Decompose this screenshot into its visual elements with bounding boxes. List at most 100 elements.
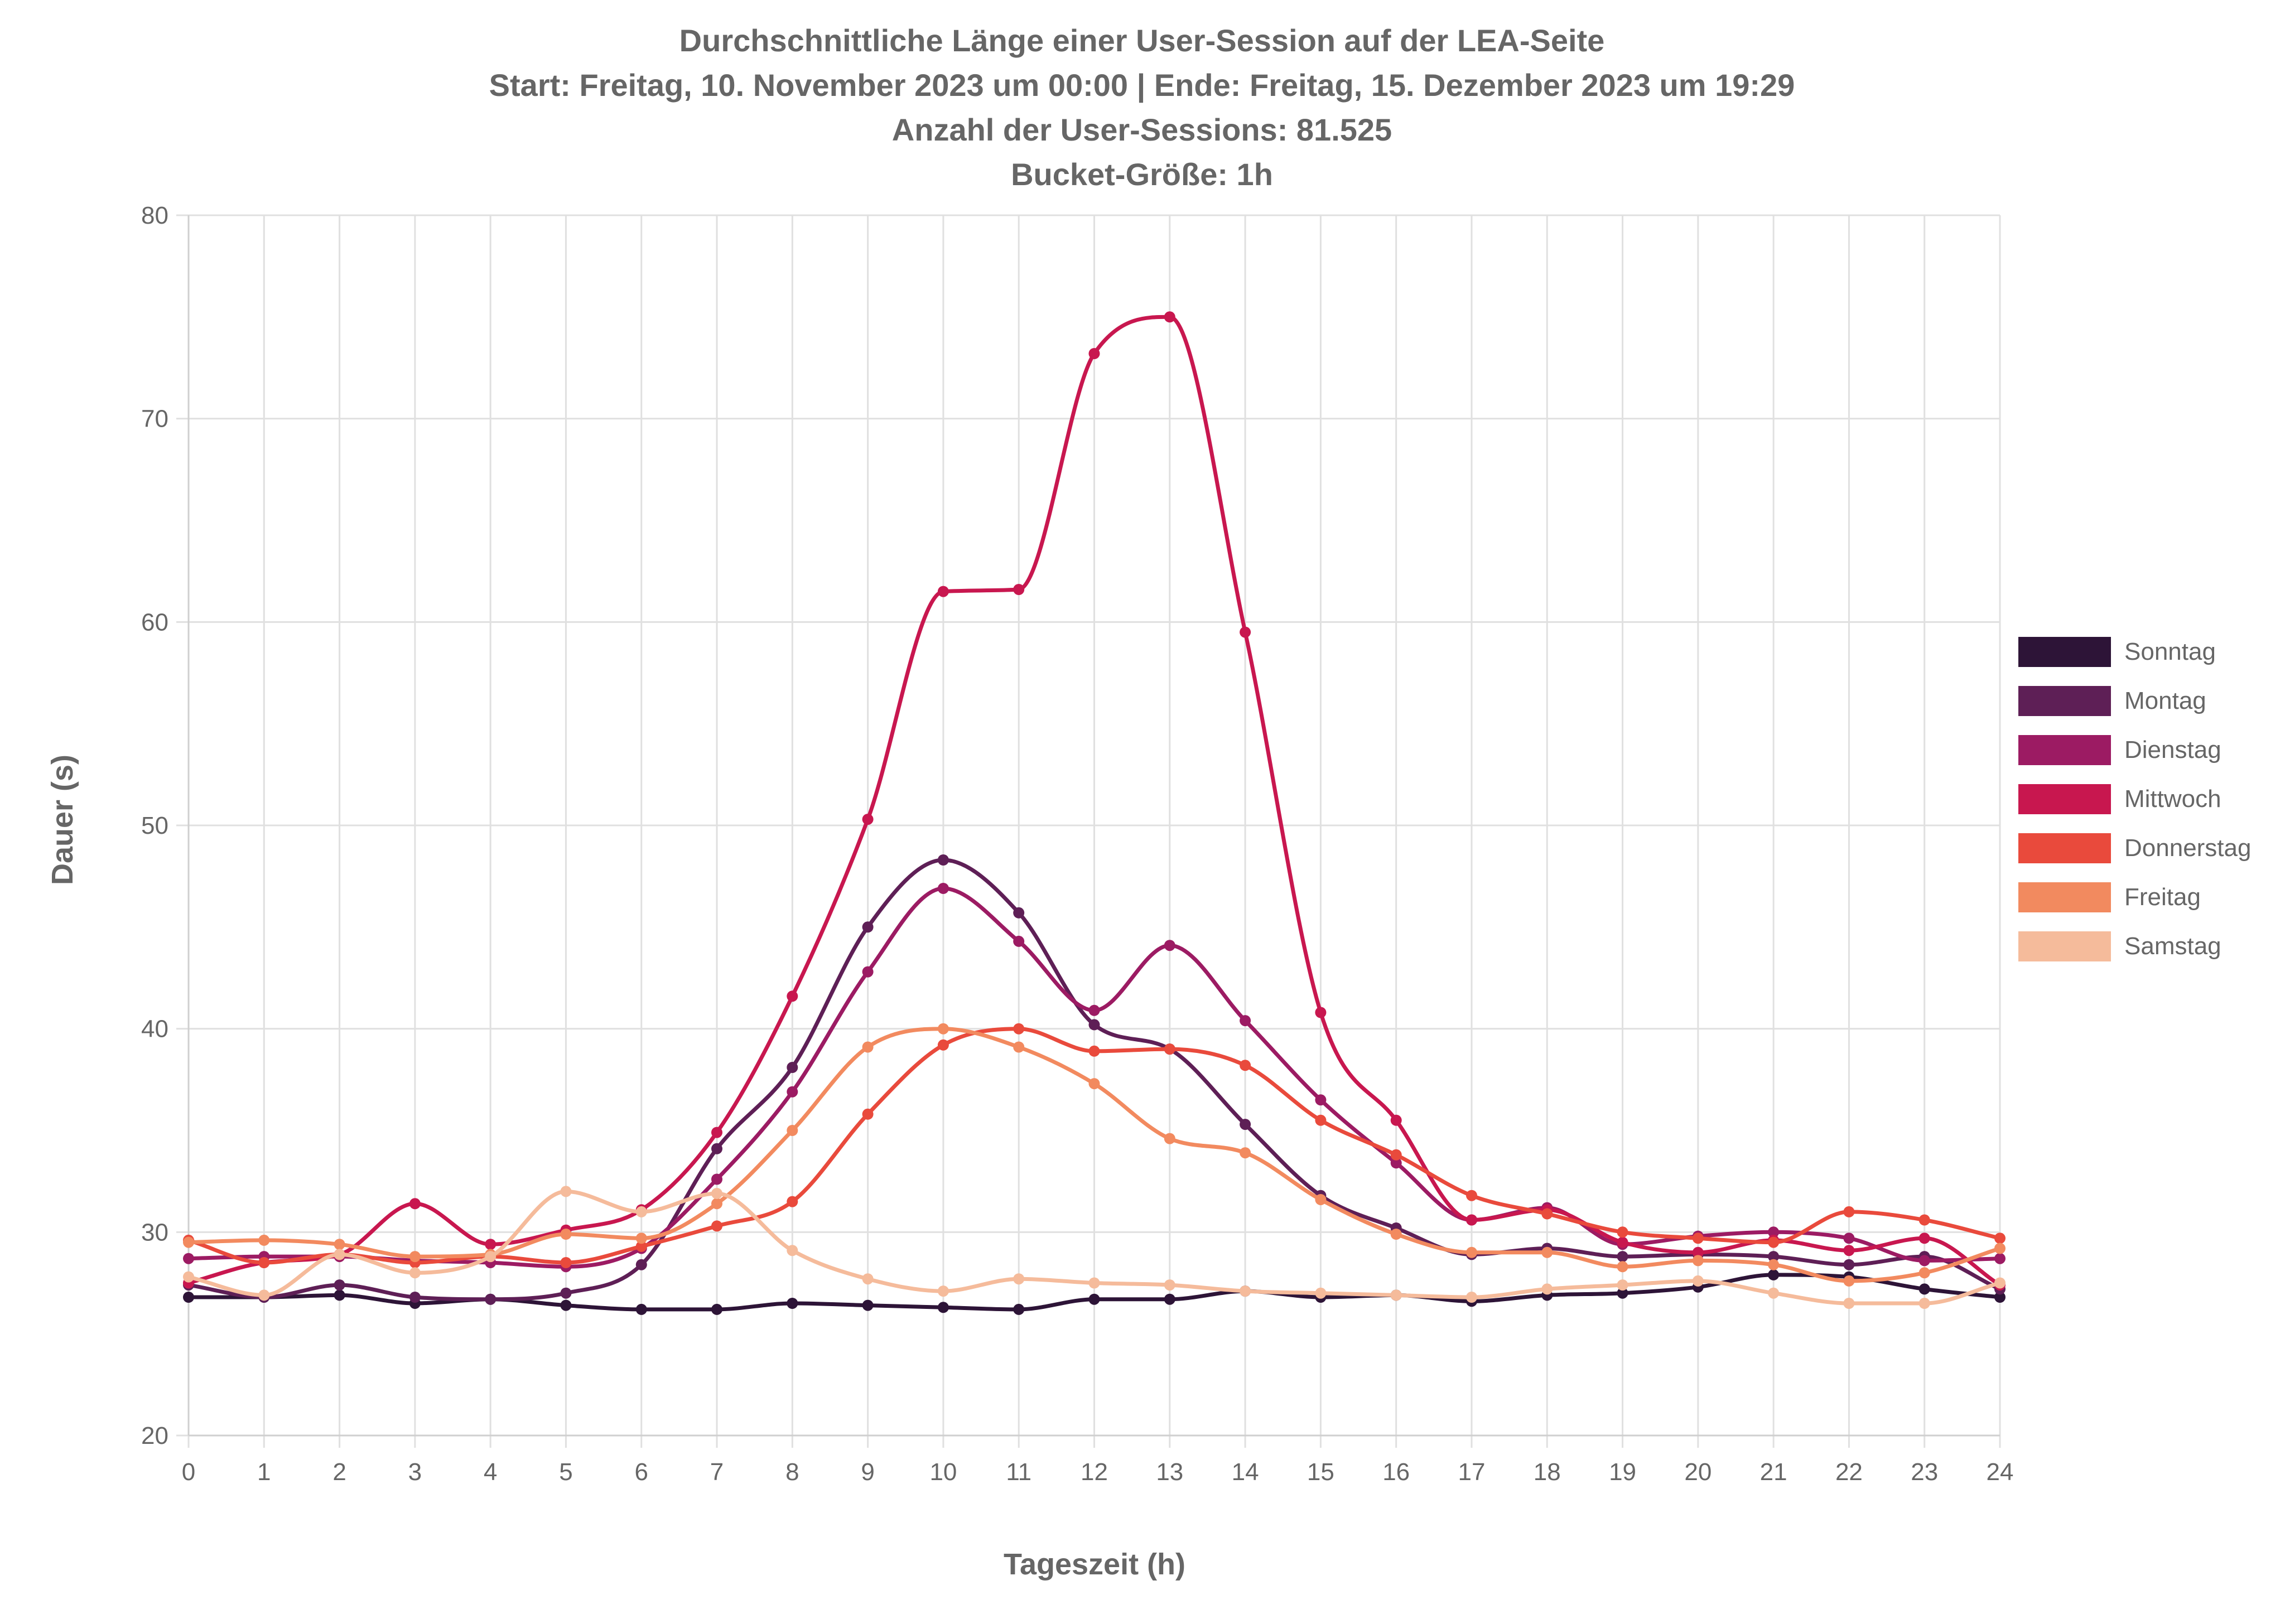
data-point-dienstag[interactable] [937,883,949,894]
data-point-samstag[interactable] [635,1206,647,1217]
data-point-montag[interactable] [711,1143,722,1154]
data-point-samstag[interactable] [1768,1287,1780,1299]
data-point-montag[interactable] [937,854,949,866]
data-point-donnerstag[interactable] [1541,1208,1553,1220]
data-point-montag[interactable] [1088,1019,1100,1031]
data-point-montag[interactable] [1843,1259,1855,1270]
data-point-freitag[interactable] [560,1229,572,1240]
data-point-samstag[interactable] [1918,1298,1930,1309]
data-point-dienstag[interactable] [1994,1253,2006,1264]
data-point-freitag[interactable] [1088,1078,1100,1090]
data-point-mittwoch[interactable] [1466,1214,1477,1226]
data-point-dienstag[interactable] [862,966,874,978]
data-point-dienstag[interactable] [787,1086,798,1098]
data-point-mittwoch[interactable] [1918,1232,1930,1244]
data-point-sonntag[interactable] [1994,1292,2006,1303]
data-point-sonntag[interactable] [1918,1283,1930,1295]
data-point-mittwoch[interactable] [862,814,874,825]
data-point-montag[interactable] [560,1287,572,1299]
data-point-mittwoch[interactable] [1088,348,1100,359]
legend-item-sonntag[interactable]: Sonntag [2018,637,2216,667]
data-point-freitag[interactable] [1994,1243,2006,1254]
data-point-sonntag[interactable] [787,1298,798,1309]
data-point-montag[interactable] [1768,1251,1780,1263]
data-point-donnerstag[interactable] [787,1196,798,1207]
data-point-freitag[interactable] [635,1232,647,1244]
data-point-samstag[interactable] [1315,1287,1327,1299]
data-point-freitag[interactable] [1918,1267,1930,1279]
data-point-donnerstag[interactable] [1768,1236,1780,1248]
legend-item-samstag[interactable]: Samstag [2018,931,2221,961]
data-point-mittwoch[interactable] [1240,626,1251,638]
data-point-freitag[interactable] [937,1023,949,1035]
data-point-freitag[interactable] [1390,1229,1402,1240]
legend-item-freitag[interactable]: Freitag [2018,882,2201,912]
data-point-freitag[interactable] [787,1125,798,1136]
data-point-donnerstag[interactable] [1088,1045,1100,1057]
data-point-freitag[interactable] [1541,1246,1553,1258]
data-point-samstag[interactable] [1692,1275,1704,1287]
data-point-freitag[interactable] [1768,1259,1780,1270]
legend-item-dienstag[interactable]: Dienstag [2018,735,2221,765]
data-point-samstag[interactable] [1541,1283,1553,1295]
data-point-montag[interactable] [409,1292,421,1303]
data-point-donnerstag[interactable] [1692,1232,1704,1244]
data-point-dienstag[interactable] [1240,1015,1251,1027]
legend-item-donnerstag[interactable]: Donnerstag [2018,833,2251,863]
data-point-samstag[interactable] [1164,1279,1175,1291]
legend-item-mittwoch[interactable]: Mittwoch [2018,784,2221,814]
data-point-samstag[interactable] [1466,1292,1477,1303]
data-point-montag[interactable] [485,1293,496,1305]
data-point-freitag[interactable] [1013,1041,1025,1053]
data-point-freitag[interactable] [711,1198,722,1210]
data-point-samstag[interactable] [711,1188,722,1199]
data-point-dienstag[interactable] [1164,940,1175,951]
data-point-donnerstag[interactable] [560,1257,572,1268]
data-point-dienstag[interactable] [183,1253,194,1264]
data-point-samstag[interactable] [1013,1273,1025,1285]
data-point-donnerstag[interactable] [258,1257,270,1268]
data-point-donnerstag[interactable] [1843,1206,1855,1217]
data-point-donnerstag[interactable] [1617,1226,1628,1238]
data-point-samstag[interactable] [937,1285,949,1297]
data-point-donnerstag[interactable] [1013,1023,1025,1035]
data-point-mittwoch[interactable] [1315,1007,1327,1018]
data-point-samstag[interactable] [560,1186,572,1197]
data-point-donnerstag[interactable] [1994,1232,2006,1244]
data-point-sonntag[interactable] [334,1289,345,1301]
data-point-sonntag[interactable] [1768,1269,1780,1280]
data-point-samstag[interactable] [1240,1285,1251,1297]
data-point-samstag[interactable] [787,1245,798,1256]
data-point-dienstag[interactable] [1918,1255,1930,1267]
data-point-mittwoch[interactable] [485,1239,496,1250]
data-point-dienstag[interactable] [1843,1232,1855,1244]
legend-item-montag[interactable]: Montag [2018,686,2206,716]
data-point-samstag[interactable] [183,1271,194,1283]
data-point-montag[interactable] [787,1062,798,1073]
data-point-montag[interactable] [1013,907,1025,919]
data-point-freitag[interactable] [334,1239,345,1250]
data-point-freitag[interactable] [1164,1133,1175,1144]
data-point-donnerstag[interactable] [937,1039,949,1051]
data-point-sonntag[interactable] [1088,1293,1100,1305]
data-point-freitag[interactable] [258,1234,270,1246]
data-point-donnerstag[interactable] [1315,1114,1327,1126]
data-point-mittwoch[interactable] [409,1198,421,1210]
data-point-sonntag[interactable] [560,1299,572,1311]
data-point-samstag[interactable] [862,1273,874,1285]
data-point-sonntag[interactable] [862,1299,874,1311]
data-point-mittwoch[interactable] [1692,1246,1704,1258]
data-point-donnerstag[interactable] [1918,1214,1930,1226]
data-point-mittwoch[interactable] [1617,1236,1628,1248]
data-point-donnerstag[interactable] [711,1220,722,1232]
data-point-sonntag[interactable] [183,1292,194,1303]
data-point-dienstag[interactable] [711,1173,722,1185]
data-point-montag[interactable] [1617,1251,1628,1263]
data-point-sonntag[interactable] [711,1303,722,1315]
data-point-samstag[interactable] [1390,1289,1402,1301]
data-point-freitag[interactable] [862,1041,874,1053]
data-point-mittwoch[interactable] [937,586,949,597]
data-point-donnerstag[interactable] [635,1240,647,1252]
data-point-mittwoch[interactable] [1013,584,1025,595]
data-point-sonntag[interactable] [635,1303,647,1315]
